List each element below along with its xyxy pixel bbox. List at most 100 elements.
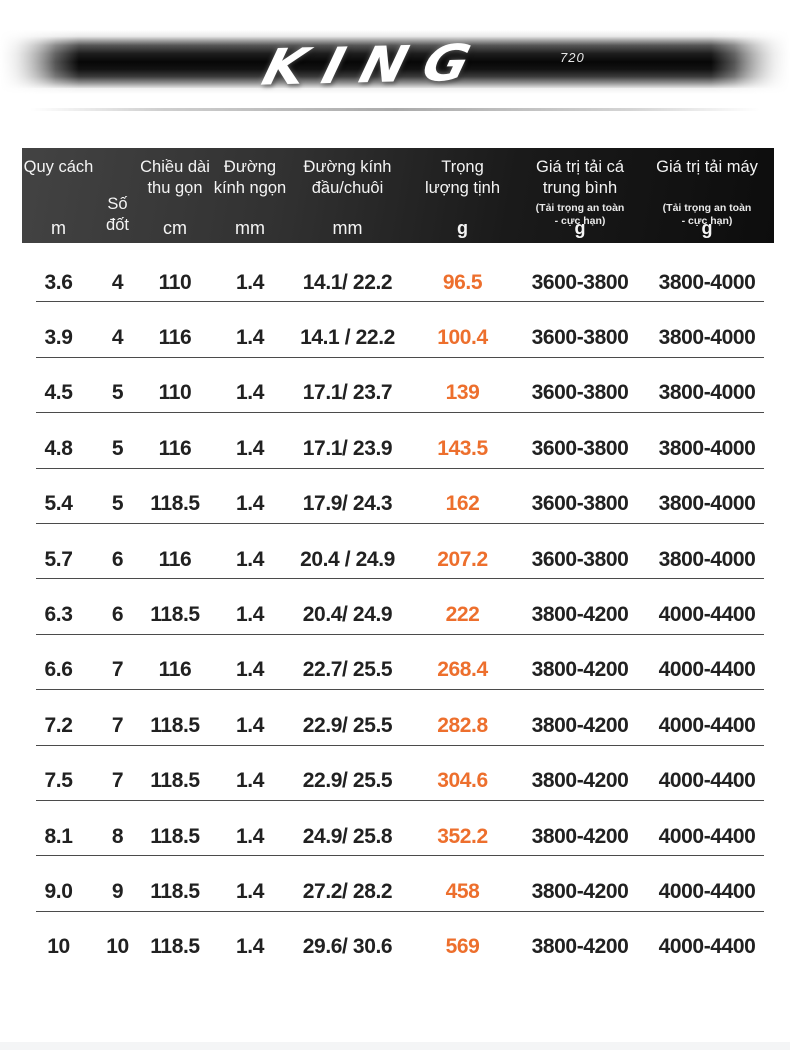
table-cell: 4000-4400 bbox=[658, 603, 756, 627]
table-cell: 116 bbox=[158, 436, 192, 460]
table-cell: 4000-4400 bbox=[658, 824, 756, 848]
table-cell: 20.4 / 24.9 bbox=[300, 547, 395, 571]
table-cell: 162 bbox=[445, 492, 480, 516]
table-cell: 3800-4000 bbox=[658, 547, 756, 571]
header-cell: Số đốt bbox=[95, 148, 140, 243]
table-cell: 110 bbox=[158, 270, 192, 294]
table-cell: 118.5 bbox=[150, 713, 200, 737]
table-cell: 17.1/ 23.9 bbox=[302, 436, 393, 460]
table-row: 4.8 5 116 1.4 17.1/ 23.9 143.5 3600-3800 3800-4… bbox=[22, 421, 774, 476]
table-row: 6.3 6 118.5 1.4 20.4/ 24.9 222 3800-4200 4000-4… bbox=[22, 587, 774, 642]
table-row: 6.6 7 116 1.4 22.7/ 25.5 268.4 3800-4200 4000-4… bbox=[22, 643, 774, 698]
table-cell: 4.8 bbox=[44, 436, 73, 460]
table-cell: 304.6 bbox=[437, 769, 488, 793]
table-cell: 5.7 bbox=[44, 547, 73, 571]
table-cell: 4 bbox=[111, 270, 124, 294]
table-cell: 17.1/ 23.7 bbox=[302, 381, 393, 405]
table-row: 10 10 118.5 1.4 29.6/ 30.6 569 3800-4200 4000-4… bbox=[22, 920, 774, 975]
table-cell: 4000-4400 bbox=[658, 769, 756, 793]
table-cell: 3800-4200 bbox=[531, 824, 629, 848]
header-cell: Trọng lượng tịnh g bbox=[405, 148, 520, 243]
header-label: Giá trị tải cá trung bình bbox=[535, 158, 625, 197]
table-cell: 116 bbox=[158, 658, 192, 682]
table-cell: 118.5 bbox=[150, 603, 200, 627]
header-cell: Đường kính ngọn mm bbox=[210, 148, 290, 243]
table-cell: 6 bbox=[111, 547, 124, 571]
table-cell: 8.1 bbox=[44, 824, 73, 848]
table-cell: 9.0 bbox=[44, 879, 73, 903]
header-label: Chiều dài thu gọn bbox=[140, 158, 210, 197]
header-cell: Quy cách m bbox=[22, 148, 95, 243]
table-row: 9.0 9 118.5 1.4 27.2/ 28.2 458 3800-4200 4000-4… bbox=[22, 864, 774, 919]
header-label: Quy cách bbox=[23, 158, 94, 176]
table-cell: 24.9/ 25.8 bbox=[302, 824, 393, 848]
table-cell: 1.4 bbox=[236, 658, 264, 682]
table-cell: 3.6 bbox=[44, 270, 73, 294]
table-cell: 3800-4000 bbox=[658, 492, 756, 516]
table-cell: 282.8 bbox=[437, 713, 488, 737]
table-cell: 1.4 bbox=[236, 603, 264, 627]
table-cell: 1.4 bbox=[236, 492, 264, 516]
table-cell: 4 bbox=[111, 326, 124, 350]
table-cell: 3800-4200 bbox=[531, 769, 629, 793]
table-cell: 4.5 bbox=[44, 381, 73, 405]
table-cell: 118.5 bbox=[150, 935, 200, 959]
header-unit: g bbox=[574, 218, 586, 238]
table-cell: 1.4 bbox=[236, 713, 264, 737]
table-cell: 22.7/ 25.5 bbox=[302, 658, 393, 682]
table-cell: 29.6/ 30.6 bbox=[302, 935, 393, 959]
table-cell: 1.4 bbox=[236, 769, 264, 793]
table-cell: 6 bbox=[111, 603, 124, 627]
table-cell: 5 bbox=[111, 436, 124, 460]
header-cell: Đường kính đầu/chuôi mm bbox=[290, 148, 405, 243]
table-cell: 10 bbox=[106, 935, 129, 959]
table-header: Quy cách m Số đốt Chiều dài thu gọn cm Đường … bbox=[22, 148, 774, 243]
table-cell: 143.5 bbox=[437, 436, 488, 460]
table-cell: 3600-3800 bbox=[531, 492, 629, 516]
table-cell: 352.2 bbox=[437, 824, 488, 848]
header-label: Trọng lượng tịnh bbox=[424, 158, 501, 197]
table-cell: 5 bbox=[111, 381, 124, 405]
rod-reflection-line bbox=[30, 108, 760, 111]
table-cell: 17.9/ 24.3 bbox=[302, 492, 393, 516]
table-cell: 14.1 / 22.2 bbox=[300, 326, 395, 350]
table-cell: 100.4 bbox=[437, 326, 488, 350]
brand-logo: KING bbox=[256, 33, 494, 97]
table-cell: 1.4 bbox=[236, 381, 264, 405]
header-unit: g bbox=[701, 218, 713, 238]
table-cell: 4000-4400 bbox=[658, 935, 756, 959]
table-cell: 118.5 bbox=[150, 824, 200, 848]
table-cell: 4000-4400 bbox=[658, 879, 756, 903]
table-cell: 458 bbox=[445, 879, 480, 903]
header-cell: Giá trị tải máy (Tải trọng an toàn - cực … bbox=[640, 148, 774, 243]
table-cell: 10 bbox=[47, 935, 70, 959]
table-cell: 3800-4200 bbox=[531, 935, 629, 959]
table-cell: 8 bbox=[111, 824, 124, 848]
table-cell: 3600-3800 bbox=[531, 381, 629, 405]
header-cell: Giá trị tải cá trung bình (Tải trọng an t… bbox=[520, 148, 640, 243]
table-cell: 118.5 bbox=[150, 769, 200, 793]
product-banner: KING 720 bbox=[0, 0, 790, 130]
table-cell: 5 bbox=[111, 492, 124, 516]
table-cell: 1.4 bbox=[236, 270, 264, 294]
table-cell: 569 bbox=[445, 935, 480, 959]
table-cell: 118.5 bbox=[150, 492, 200, 516]
header-unit: g bbox=[457, 218, 468, 238]
table-cell: 3800-4200 bbox=[531, 603, 629, 627]
table-cell: 20.4/ 24.9 bbox=[302, 603, 393, 627]
table-cell: 7.5 bbox=[44, 769, 73, 793]
header-unit: cm bbox=[163, 218, 187, 238]
table-cell: 3600-3800 bbox=[531, 436, 629, 460]
table-cell: 4000-4400 bbox=[658, 658, 756, 682]
table-cell: 6.6 bbox=[44, 658, 73, 682]
table-cell: 7 bbox=[111, 713, 124, 737]
table-cell: 139 bbox=[445, 381, 480, 405]
header-note: (Tải trọng an toàn - cực hạn) bbox=[535, 202, 625, 227]
table-cell: 5.4 bbox=[44, 492, 73, 516]
table-cell: 7 bbox=[111, 769, 124, 793]
header-label: Giá trị tải máy bbox=[656, 158, 758, 176]
table-cell: 222 bbox=[445, 603, 480, 627]
header-label: Số đốt bbox=[106, 195, 129, 234]
table-cell: 1.4 bbox=[236, 547, 264, 571]
